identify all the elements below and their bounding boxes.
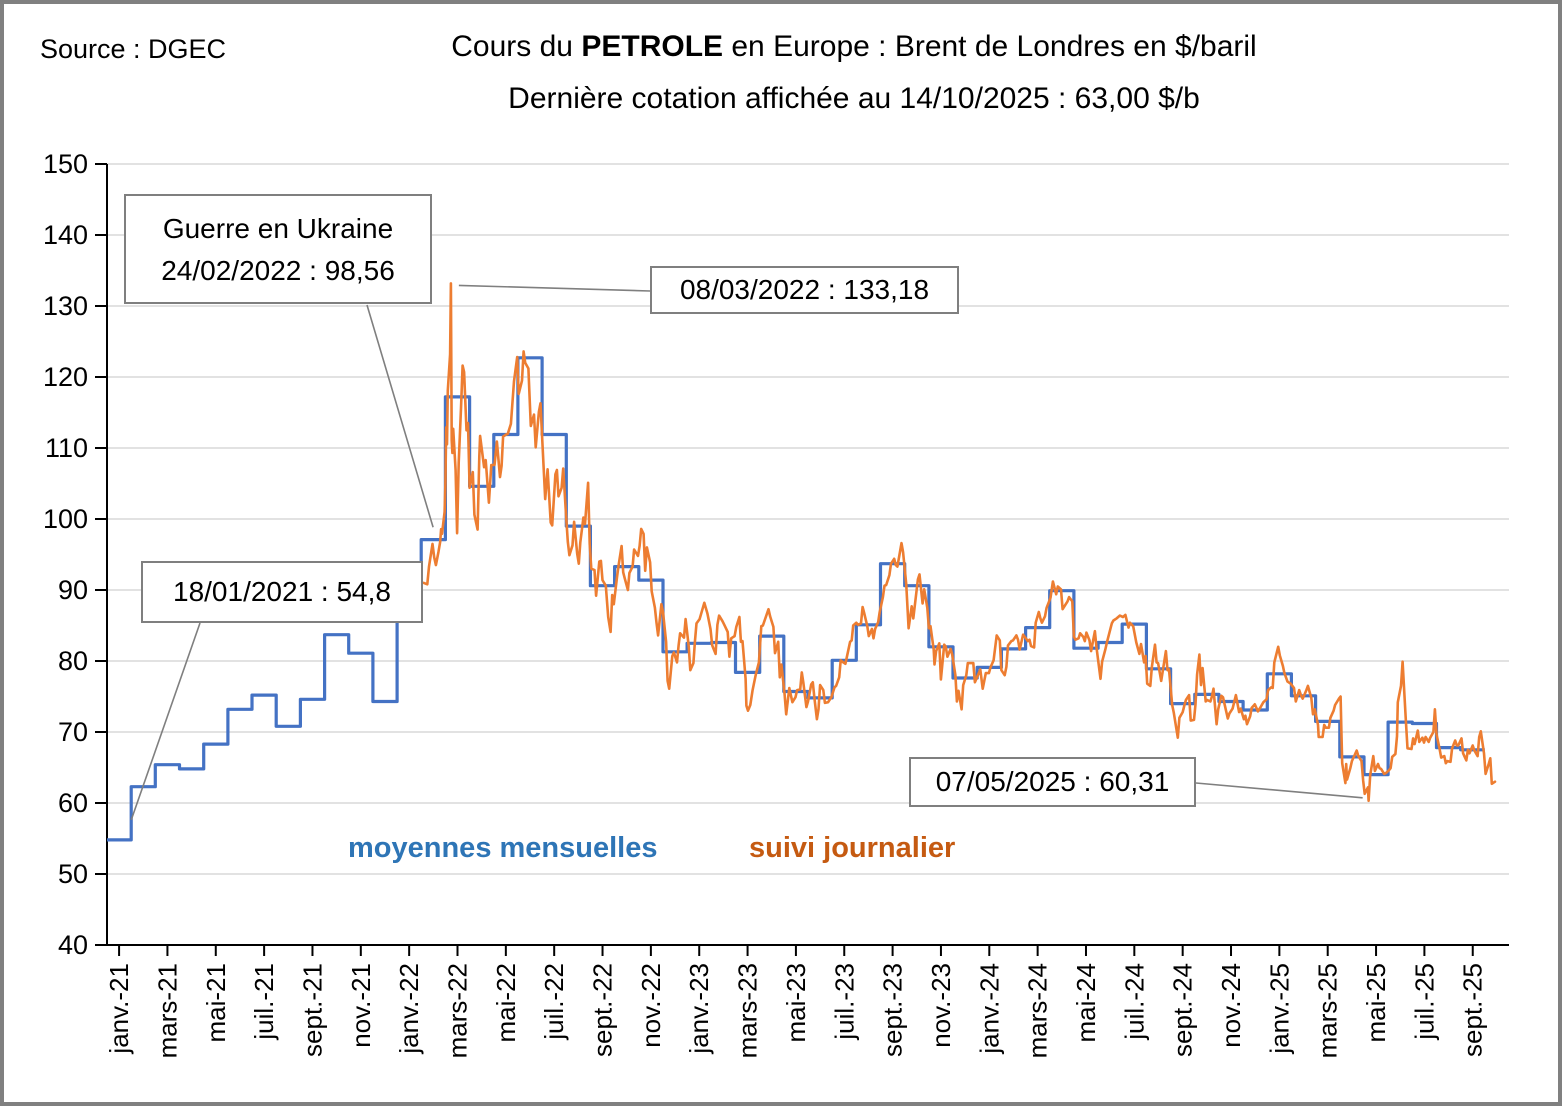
- annotation-ukraine-war: Guerre en Ukraine 24/02/2022 : 98,56: [124, 194, 432, 304]
- svg-text:mai-23: mai-23: [781, 963, 811, 1042]
- svg-text:mars-25: mars-25: [1313, 963, 1343, 1058]
- title-commodity: PETROLE: [581, 30, 724, 63]
- svg-text:mars-22: mars-22: [443, 963, 473, 1058]
- svg-text:80: 80: [58, 646, 88, 676]
- page-title: Cours du PETROLE en Europe : Brent de Lo…: [174, 30, 1534, 64]
- svg-text:50: 50: [58, 859, 88, 889]
- svg-text:nov.-23: nov.-23: [926, 963, 956, 1048]
- svg-text:sept.-25: sept.-25: [1458, 963, 1488, 1057]
- svg-text:sept.-22: sept.-22: [588, 963, 618, 1057]
- svg-text:110: 110: [45, 433, 88, 463]
- price-plot: 40 50 60 70 80 90 100 110 120 130 140 150 janv.-21 ma…: [43, 149, 1509, 1058]
- svg-text:mars-21: mars-21: [152, 963, 182, 1058]
- annotation-2022-peak: 08/03/2022 : 133,18: [650, 266, 959, 314]
- source-label: Source : DGEC: [40, 34, 227, 64]
- svg-text:60: 60: [58, 788, 88, 818]
- annotation-line: 07/05/2025 : 60,31: [935, 766, 1170, 797]
- svg-text:130: 130: [43, 291, 88, 321]
- svg-text:nov.-21: nov.-21: [346, 963, 376, 1048]
- svg-text:40: 40: [58, 930, 88, 960]
- svg-text:juil.-23: juil.-23: [829, 963, 859, 1041]
- svg-text:mai-21: mai-21: [201, 963, 231, 1042]
- page-subtitle: Dernière cotation affichée au 14/10/2025…: [508, 82, 1200, 115]
- svg-text:sept.-23: sept.-23: [878, 963, 908, 1057]
- svg-text:juil.-21: juil.-21: [249, 963, 279, 1041]
- svg-text:janv.-21: janv.-21: [104, 963, 134, 1055]
- svg-text:nov.-22: nov.-22: [636, 963, 666, 1048]
- svg-text:mai-24: mai-24: [1071, 963, 1101, 1042]
- annotation-line: 18/01/2021 : 54,8: [173, 576, 391, 607]
- svg-text:70: 70: [58, 717, 88, 747]
- svg-text:juil.-22: juil.-22: [539, 963, 569, 1041]
- svg-text:mai-25: mai-25: [1361, 963, 1391, 1042]
- annotation-line: 24/02/2022 : 98,56: [161, 255, 395, 286]
- svg-text:mars-24: mars-24: [1023, 963, 1053, 1058]
- annotation-line: 08/03/2022 : 133,18: [679, 274, 930, 305]
- svg-text:120: 120: [43, 362, 88, 392]
- svg-text:sept.-24: sept.-24: [1168, 963, 1198, 1057]
- legend-monthly-averages: moyennes mensuelles: [348, 832, 658, 864]
- title-suffix: en Europe : Brent de Londres en $/baril: [723, 30, 1257, 63]
- annotation-2025-low: 07/05/2025 : 60,31: [909, 757, 1196, 807]
- legend-daily-tracking: suivi journalier: [749, 832, 956, 864]
- svg-text:nov.-24: nov.-24: [1216, 963, 1246, 1048]
- svg-text:juil.-25: juil.-25: [1409, 963, 1439, 1041]
- svg-text:140: 140: [43, 220, 88, 250]
- svg-text:150: 150: [43, 149, 88, 179]
- svg-text:100: 100: [43, 504, 88, 534]
- annotation-line: Guerre en Ukraine: [162, 213, 394, 244]
- svg-text:mai-22: mai-22: [491, 963, 521, 1042]
- annotation-2021-start: 18/01/2021 : 54,8: [141, 561, 423, 623]
- title-prefix: Cours du: [451, 30, 582, 63]
- svg-text:janv.-23: janv.-23: [684, 963, 714, 1055]
- svg-text:janv.-24: janv.-24: [974, 963, 1004, 1055]
- svg-text:90: 90: [58, 575, 88, 605]
- svg-text:juil.-24: juil.-24: [1119, 963, 1149, 1041]
- svg-text:janv.-22: janv.-22: [394, 963, 424, 1055]
- svg-text:mars-23: mars-23: [733, 963, 763, 1058]
- svg-text:sept.-21: sept.-21: [297, 963, 327, 1057]
- svg-text:janv.-25: janv.-25: [1264, 963, 1294, 1055]
